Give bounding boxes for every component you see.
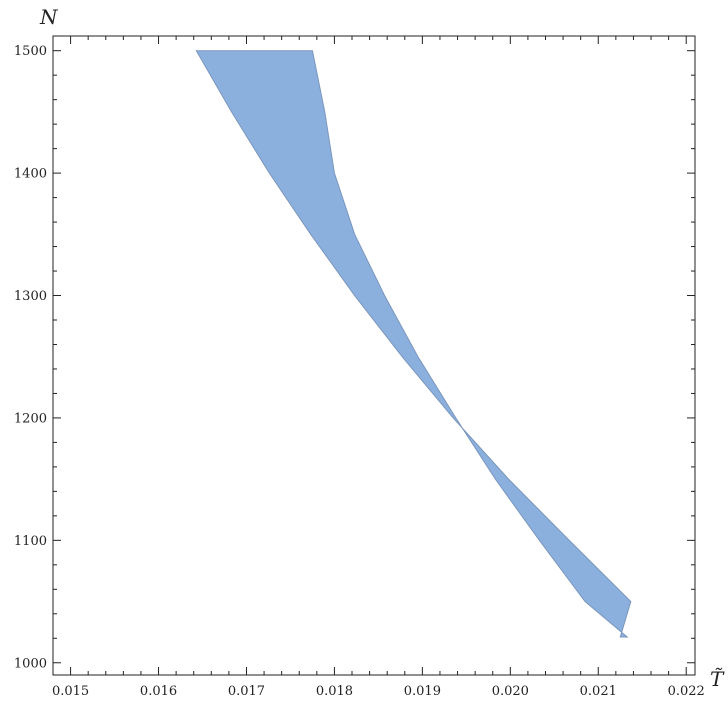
y-tick-labels: 1000 1100 1200 1300 1400 1500 xyxy=(14,44,47,671)
x-tick-label: 0.018 xyxy=(316,684,353,699)
y-tick-label: 1300 xyxy=(14,289,47,304)
y-tick-label: 1500 xyxy=(14,44,47,59)
x-axis-title: T̃ xyxy=(710,667,725,691)
x-tick-label: 0.021 xyxy=(580,684,617,699)
plot-frame xyxy=(52,35,696,676)
x-tick-label: 0.019 xyxy=(404,684,441,699)
x-tick-label: 0.017 xyxy=(228,684,265,699)
y-axis-title: N xyxy=(39,5,59,29)
axis-ticks xyxy=(52,36,695,675)
x-tick-labels: 0.015 0.016 0.017 0.018 0.019 0.020 0.021 0.022 xyxy=(52,684,705,699)
x-tick-label: 0.022 xyxy=(668,684,705,699)
y-tick-label: 1100 xyxy=(14,534,47,549)
feasible-region xyxy=(195,50,632,638)
y-tick-label: 1000 xyxy=(14,656,47,671)
x-tick-label: 0.016 xyxy=(140,684,177,699)
y-tick-label: 1200 xyxy=(14,411,47,426)
x-tick-label: 0.020 xyxy=(492,684,529,699)
x-tick-label: 0.015 xyxy=(52,684,89,699)
y-tick-label: 1400 xyxy=(14,167,47,182)
